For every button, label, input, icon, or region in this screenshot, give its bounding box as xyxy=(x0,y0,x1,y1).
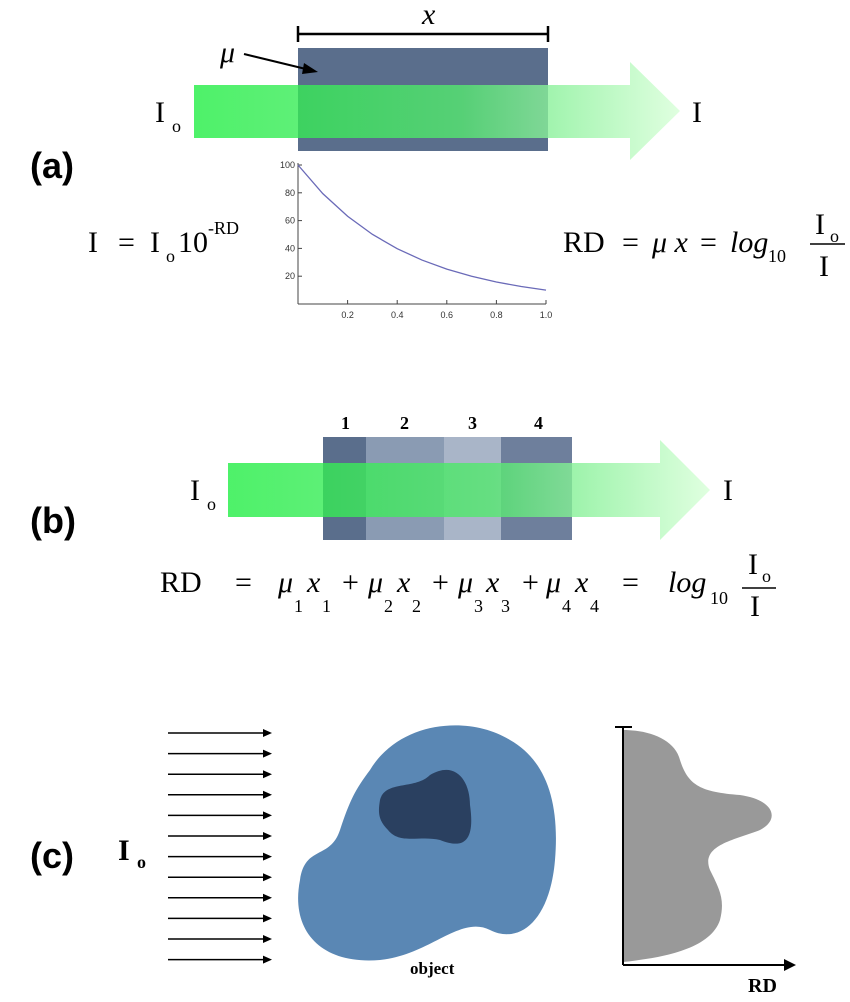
eq-part: 4 xyxy=(562,596,571,616)
eq-part: μ xyxy=(545,566,561,599)
eq-part: log xyxy=(668,566,706,599)
segment-label: 4 xyxy=(534,413,543,433)
ray-set xyxy=(168,729,272,964)
input-subscript: o xyxy=(172,116,181,136)
eq-part: = xyxy=(622,226,639,259)
decay-curve xyxy=(297,164,547,291)
pointer xyxy=(243,53,311,71)
eq-part: μ xyxy=(277,566,293,599)
segment-label: 3 xyxy=(468,413,477,433)
object-label: object xyxy=(410,959,455,978)
ray-head xyxy=(263,749,272,758)
ray-head xyxy=(263,832,272,840)
beam-arrow xyxy=(194,62,680,160)
input-symbol: I xyxy=(190,474,200,507)
ray-head xyxy=(263,770,272,779)
eq-part: x xyxy=(485,566,500,599)
eq-part: = xyxy=(700,226,717,259)
object xyxy=(298,725,556,961)
eq-part: x xyxy=(306,566,321,599)
eq-part: I xyxy=(748,548,758,581)
axis-head xyxy=(784,959,796,971)
eq-part: 3 xyxy=(501,596,510,616)
ray-head xyxy=(263,893,272,902)
eq-part: = xyxy=(235,566,252,599)
eq-part: o xyxy=(762,566,771,586)
y-tick-label: 100 xyxy=(280,160,295,170)
eq-part: RD xyxy=(160,566,202,599)
eq-part: -RD xyxy=(208,218,239,238)
x-tick-label: 0.4 xyxy=(391,310,404,320)
ray-head xyxy=(263,914,272,923)
eq-part: + xyxy=(432,566,449,599)
eq-part: 1 xyxy=(294,596,303,616)
eq-part: o xyxy=(830,226,839,246)
y-tick-label: 60 xyxy=(285,216,295,226)
eq-part: o xyxy=(166,246,175,266)
x-tick-label: 0.8 xyxy=(490,310,503,320)
eq-part: 4 xyxy=(590,596,599,616)
eq-part: 3 xyxy=(474,596,483,616)
eq-part: 2 xyxy=(412,596,421,616)
mu-label: μ xyxy=(219,36,235,69)
profile xyxy=(623,730,772,962)
pointer-head xyxy=(302,63,318,74)
input-symbol: I xyxy=(155,96,165,129)
length-label: x xyxy=(421,0,436,31)
ray-head xyxy=(263,873,272,882)
ray-head xyxy=(263,790,272,799)
eq-part: 2 xyxy=(384,596,393,616)
right-equation: RD = μ x = log 10 I o I xyxy=(563,208,845,283)
eq-part: I xyxy=(750,590,760,623)
segment-label: 1 xyxy=(341,413,350,433)
eq-part: x xyxy=(574,566,589,599)
panel-label: (c) xyxy=(30,835,74,876)
input-subscript: o xyxy=(207,494,216,514)
x-tick-label: 0.6 xyxy=(441,310,454,320)
eq-part: μ xyxy=(457,566,473,599)
y-tick-label: 80 xyxy=(285,188,295,198)
y-tick-label: 40 xyxy=(285,243,295,253)
input-subscript: o xyxy=(137,852,146,872)
eq-part: I xyxy=(819,250,829,283)
ray-head xyxy=(263,852,272,861)
eq-part: + xyxy=(522,566,539,599)
left-equation: I = I o 10 -RD xyxy=(88,218,239,266)
eq-part: I xyxy=(88,226,98,259)
panel-label: (b) xyxy=(30,500,76,541)
eq-part: 10 xyxy=(178,226,208,259)
eq-part: = xyxy=(622,566,639,599)
eq-part: μ x xyxy=(651,226,689,259)
inclusion xyxy=(378,769,472,844)
decay-plot: 20 40 60 80 100 0.2 0.4 0.6 0.8 1.0 xyxy=(280,160,552,320)
axis-label: RD xyxy=(748,975,777,997)
output-symbol: I xyxy=(723,474,733,507)
panel-label: (a) xyxy=(30,145,74,186)
x-tick-label: 1.0 xyxy=(540,310,553,320)
ray-head xyxy=(263,955,272,964)
eq-part: 10 xyxy=(710,588,728,608)
eq-part: RD xyxy=(563,226,605,259)
eq-part: log xyxy=(730,226,768,259)
input-symbol: I xyxy=(118,834,130,867)
eq-part: 1 xyxy=(322,596,331,616)
eq-part: μ xyxy=(367,566,383,599)
beam-arrow xyxy=(228,440,710,540)
ray-head xyxy=(263,935,272,943)
y-tick-label: 20 xyxy=(285,271,295,281)
ray-head xyxy=(263,729,272,737)
eq-part: = xyxy=(118,226,135,259)
output-symbol: I xyxy=(692,96,702,129)
x-tick-label: 0.2 xyxy=(341,310,354,320)
eq-part: I xyxy=(815,208,825,241)
eq-part: + xyxy=(342,566,359,599)
eq-part: x xyxy=(396,566,411,599)
ray-head xyxy=(263,811,272,820)
eq-part: I xyxy=(150,226,160,259)
eq-part: 10 xyxy=(768,246,786,266)
segment-label: 2 xyxy=(400,413,409,433)
